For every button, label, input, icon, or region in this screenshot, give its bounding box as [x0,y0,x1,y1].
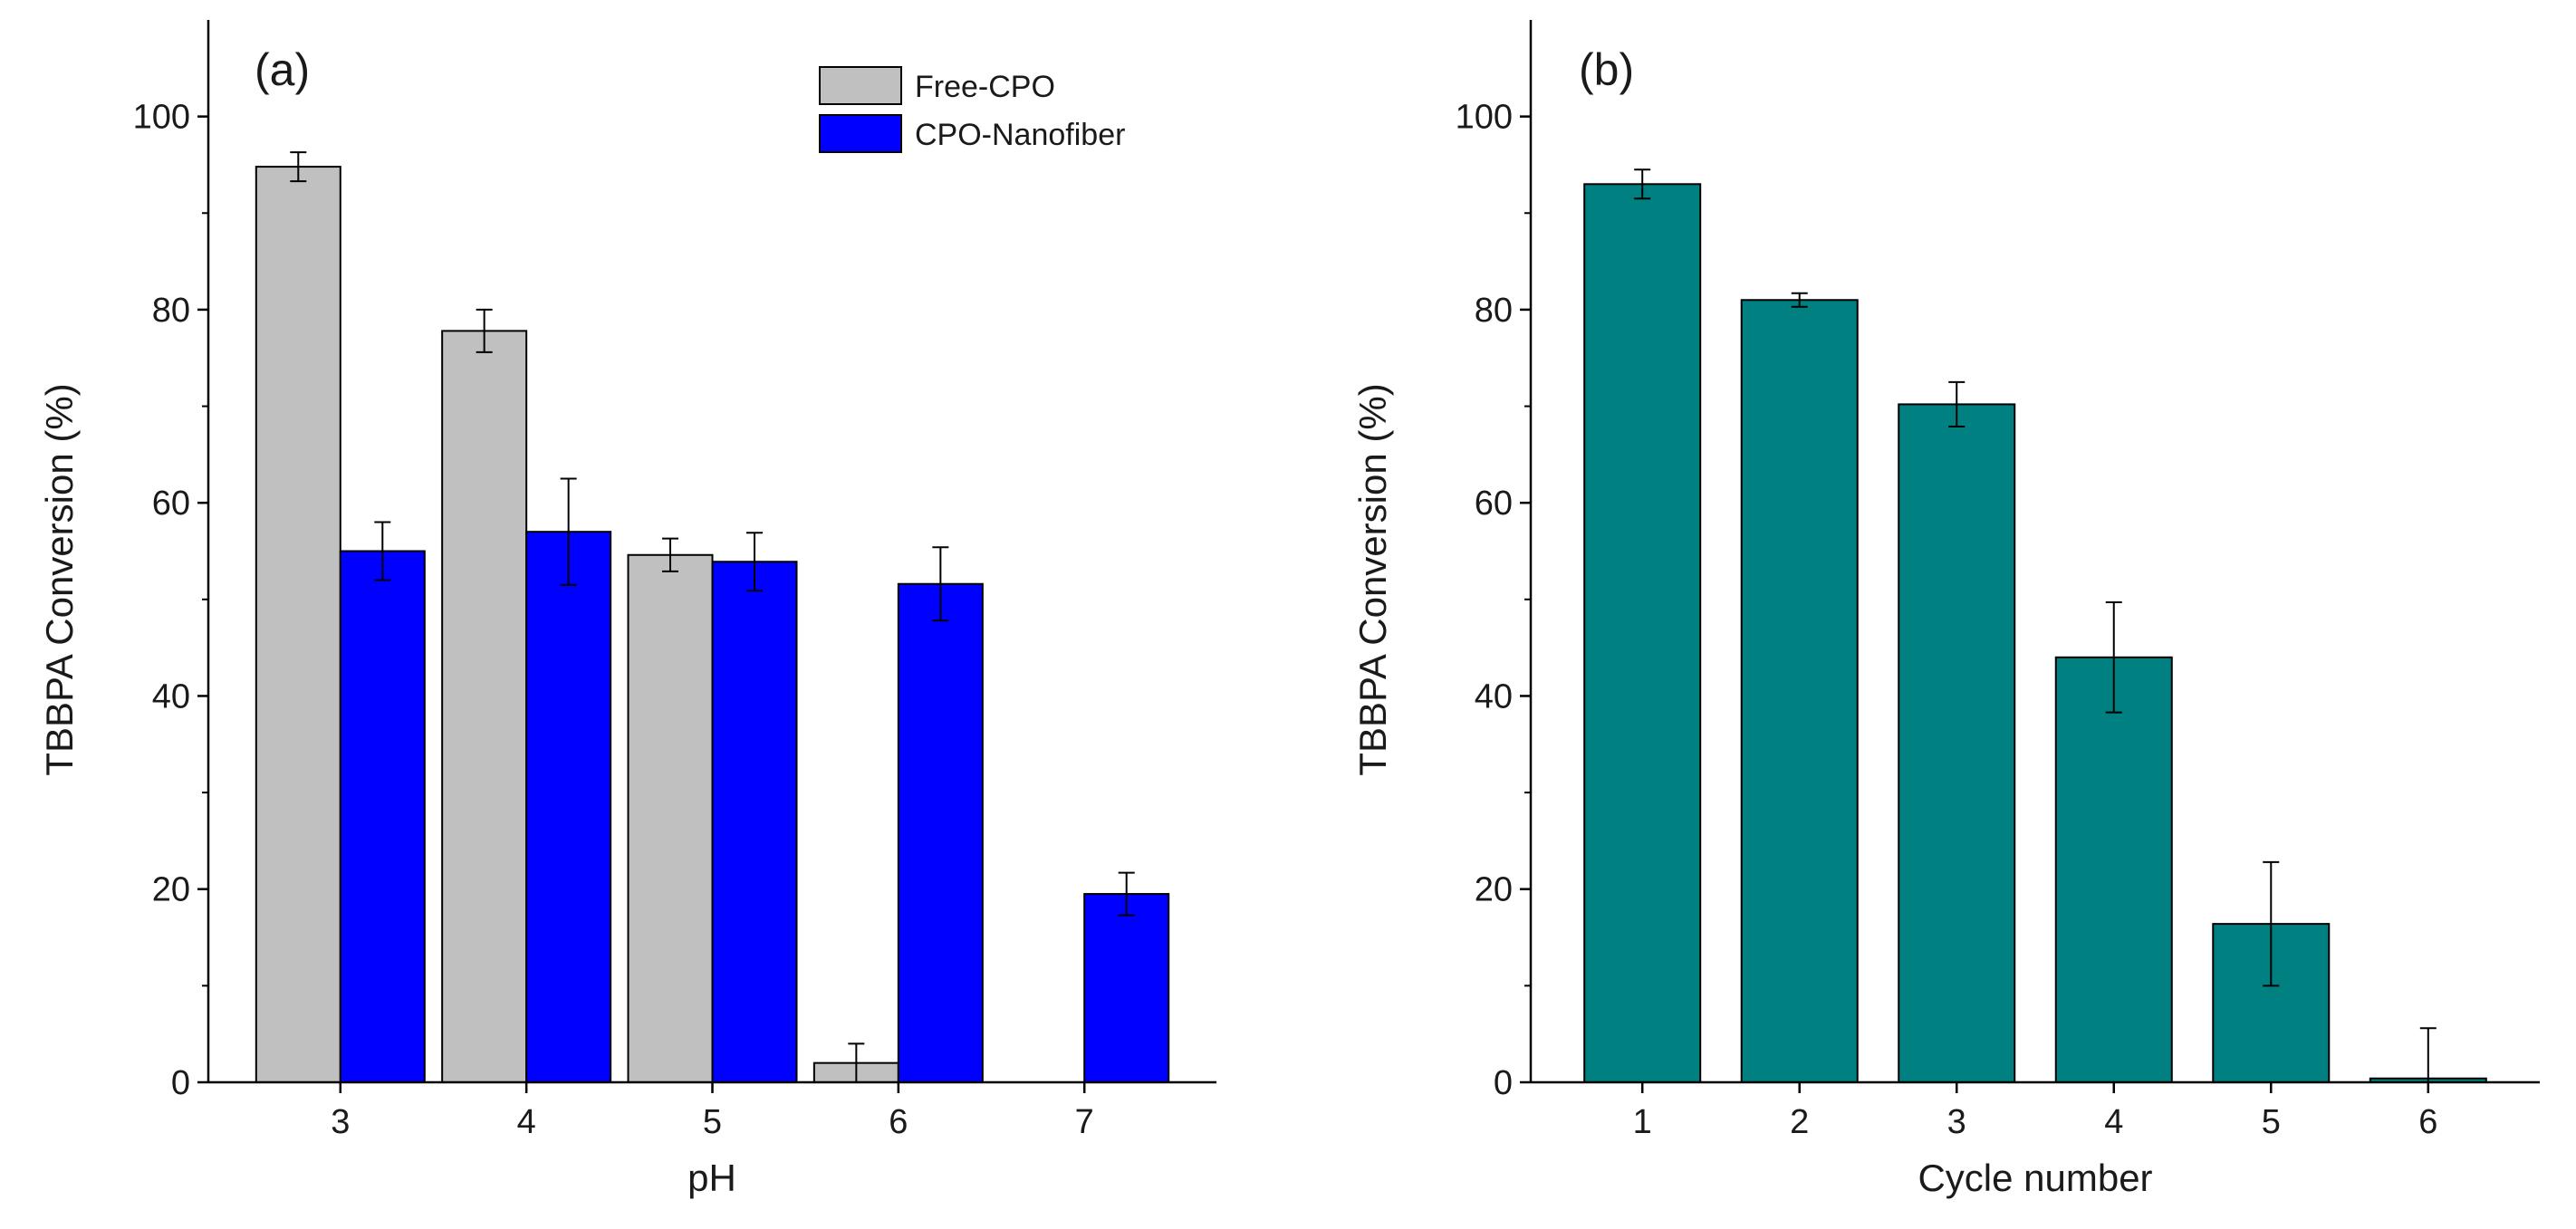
panel-a-x-axis-title: pH [687,1157,736,1199]
panel-b-bars [1583,168,2487,1084]
panel-b-y-tick-label: 20 [1475,871,1513,909]
panel-b-y-axis-title: TBBPA Conversion (%) [1351,383,1394,775]
bar-a-cpo-nanofiber-5 [711,561,798,1083]
panel-b-label: (b) [1579,44,1634,95]
panel-a-x-tick-label: 5 [703,1103,722,1141]
error-bar-a-cpo-nanofiber-3 [374,521,391,581]
bar-b-2 [1740,299,1859,1083]
panel-a-axes: 0 20 40 60 80 100 3 4 5 6 7 [133,20,1216,1141]
panel-a-x-tick-label: 7 [1075,1103,1094,1141]
panel-b-x-tick-label: 3 [1947,1103,1966,1141]
bar-a-cpo-nanofiber-3 [339,550,426,1083]
error-bar-b-1 [1634,168,1651,200]
error-bar-b-3 [1948,380,1966,427]
bar-a-cpo-nanofiber-4 [525,531,612,1083]
bar-b-4 [2054,656,2173,1083]
panel-a-x-tick-label: 3 [331,1103,350,1141]
panel-a-legend: Free-CPO CPO-Nanofiber [819,66,1125,153]
panel-a-bars [255,151,1170,1084]
panel-a-y-tick-label: 40 [152,677,190,715]
panel-a-y-tick-label: 20 [152,871,190,909]
bar-a-free-cpo-5 [627,553,714,1083]
panel-b-x-tick-label: 4 [2104,1103,2123,1141]
error-bar-a-cpo-nanofiber-7 [1118,871,1135,917]
error-bar-a-cpo-nanofiber-6 [932,546,949,622]
panel-b-x-axis-title: Cycle number [1918,1157,2152,1199]
error-bar-a-cpo-nanofiber-4 [560,477,577,586]
panel-a-y-tick-label: 80 [152,292,190,330]
error-bar-a-free-cpo-3 [290,151,307,183]
error-bar-a-free-cpo-5 [662,537,678,572]
panel-a-x-tick-label: 4 [517,1103,536,1141]
panel-b-x-tick-label: 2 [1790,1103,1809,1141]
bar-b-1 [1583,183,1702,1084]
panel-b-y-tick-label: 0 [1494,1064,1513,1102]
bar-a-free-cpo-4 [441,330,528,1083]
panel-b-y-tick-label: 40 [1475,677,1513,715]
bar-a-cpo-nanofiber-6 [897,582,984,1083]
error-bar-a-free-cpo-4 [476,308,493,353]
panel-a-y-tick-label: 60 [152,485,190,523]
error-bar-b-6 [2419,1027,2437,1083]
panel-a-bar-chart: (a) pH TBBPA Conversion (%) Free-CPO CPO… [38,20,1216,1199]
bar-a-cpo-nanofiber-7 [1083,893,1170,1083]
panel-b-x-tick-label: 5 [2262,1103,2281,1141]
legend-label-free-cpo: Free-CPO [915,70,1055,104]
panel-a-x-tick-label: 6 [889,1103,908,1141]
panel-b-x-tick-label: 6 [2418,1103,2437,1141]
error-bar-a-cpo-nanofiber-5 [746,532,763,592]
panel-b-y-tick-label: 80 [1475,292,1513,330]
panel-b-y-tick-label: 60 [1475,485,1513,523]
error-bar-b-5 [2263,860,2280,987]
panel-a-y-tick-label: 0 [171,1064,190,1102]
panel-a-y-axis-title: TBBPA Conversion (%) [38,383,81,775]
panel-b-y-tick-label: 100 [1456,99,1513,137]
legend-swatch-free-cpo [819,66,902,105]
panel-a-y-tick-label: 100 [133,99,190,137]
legend-swatch-cpo-nanofiber [819,114,902,153]
legend-label-cpo-nanofiber: CPO-Nanofiber [915,118,1125,152]
panel-b-bar-chart: (b) Cycle number TBBPA Conversion (%) 0 2… [1351,20,2540,1199]
panel-b-axes: 0 20 40 60 80 100 1 2 3 4 5 6 [1456,20,2540,1141]
panel-b-x-tick-label: 1 [1633,1103,1652,1141]
panel-a-label: (a) [255,44,310,95]
error-bar-b-2 [1791,292,1808,308]
bar-a-free-cpo-3 [255,166,341,1083]
error-bar-b-4 [2105,601,2122,714]
bar-b-3 [1898,403,2016,1083]
